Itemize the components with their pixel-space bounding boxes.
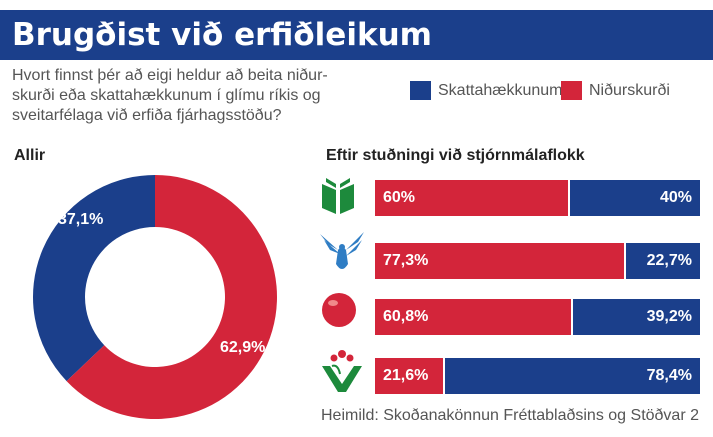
bar-segment-skattahaekkunum: 22,7%: [626, 243, 700, 279]
legend-item-nidurskurdi: Niðurskurði: [561, 81, 670, 100]
question-line: skurði eða skattahækkunum í glímu ríkis …: [12, 87, 321, 104]
donut-label: 37,1%: [58, 211, 103, 228]
legend-label: Skattahækkunum: [438, 81, 563, 99]
bar-row-party-4: 21,6% 78,4%: [375, 358, 700, 394]
donut-chart: 37,1% 62,9%: [33, 175, 277, 419]
legend-item-skattahaekkunum: Skattahækkunum: [410, 81, 563, 100]
donut-label: 62,9%: [220, 339, 265, 356]
bar-segment-nidurskurdi: 60,8%: [375, 299, 573, 335]
blue-falcon-logo-icon: [320, 232, 364, 269]
bar-segment-skattahaekkunum: 39,2%: [572, 299, 700, 335]
bar-segment-nidurskurdi: 60%: [375, 180, 570, 216]
legend-label: Niðurskurði: [589, 81, 670, 99]
bar-segment-nidurskurdi: 77,3%: [375, 243, 627, 279]
bar-segment-skattahaekkunum: 40%: [570, 180, 700, 216]
question-line: Hvort finnst þér að eigi heldur að beita…: [12, 67, 328, 84]
donut-title: Allir: [14, 147, 46, 164]
red-ball-logo-icon: [322, 293, 356, 327]
question-line: sveitarfélaga við erfiða fjárhagsstöðu?: [12, 107, 282, 124]
green-v-rose-logo-icon: [322, 350, 362, 392]
donut-slice-skattahaekkunum: [33, 175, 155, 382]
legend-swatch-blue: [410, 81, 431, 100]
source-note: Heimild: Skoðanakönnun Fréttablaðsins og…: [321, 407, 699, 424]
bars-title: Eftir stuðningi við stjórnmálaflokk: [326, 147, 585, 164]
chart-title: Brugðist við erfiðleikum: [0, 10, 713, 60]
donut-slice-nidurskurdi: [66, 175, 277, 419]
bar-segment-skattahaekkunum: 78,4%: [445, 358, 700, 394]
bar-segment-nidurskurdi: 21,6%: [375, 358, 446, 394]
bar-row-party-3: 60,8% 39,2%: [375, 299, 700, 335]
survey-question: Hvort finnst þér að eigi heldur að beita…: [12, 66, 372, 126]
green-book-logo-icon: [322, 178, 354, 214]
bar-row-party-2: 77,3% 22,7%: [375, 243, 700, 279]
legend-swatch-red: [561, 81, 582, 100]
bar-row-party-1: 60% 40%: [375, 180, 700, 216]
